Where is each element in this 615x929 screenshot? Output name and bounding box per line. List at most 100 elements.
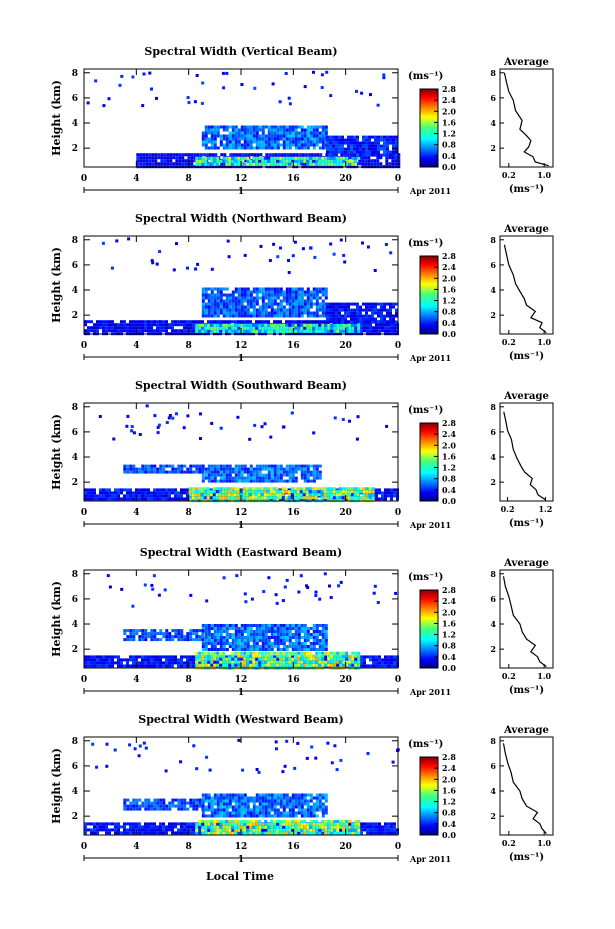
- heatmap-cell: [148, 162, 152, 166]
- heatmap-cell: [245, 496, 249, 500]
- heatmap-cell: [318, 287, 322, 291]
- heatmap-cell: [210, 146, 214, 150]
- heatmap-cell: [141, 497, 144, 501]
- heatmap-cell: [276, 648, 280, 651]
- heatmap-cell: [237, 159, 241, 163]
- heatmap-cell: [377, 150, 380, 154]
- heatmap-cell: [326, 311, 329, 315]
- heatmap-cell: [324, 633, 328, 636]
- heatmap-cell: [338, 311, 341, 315]
- heatmap-cell: [198, 464, 202, 468]
- heatmap-cell: [335, 147, 338, 151]
- heatmap-cell: [267, 642, 271, 645]
- heatmap-cell: [108, 326, 111, 330]
- heatmap-cell: [320, 496, 324, 500]
- heatmap-cell: [380, 138, 383, 142]
- heatmap-cell: [281, 490, 285, 494]
- heatmap-cell: [228, 464, 232, 468]
- heatmap-cell: [285, 143, 289, 147]
- heatmap-cell: [96, 326, 99, 330]
- heatmap-cell: [338, 138, 341, 142]
- heatmap-cell: [312, 624, 316, 627]
- heatmap-cell: [276, 290, 280, 294]
- heatmap-cell: [343, 260, 347, 264]
- heatmap-cell: [381, 323, 384, 327]
- heatmap-cell: [357, 657, 361, 661]
- heatmap-cell: [207, 470, 211, 474]
- heatmap-cell: [231, 329, 235, 333]
- heatmap-cell: [392, 150, 395, 154]
- heatmap-cell: [327, 329, 331, 333]
- heatmap-cell: [246, 654, 250, 658]
- heatmap-cell: [355, 89, 358, 93]
- heatmap-cell: [379, 156, 383, 160]
- heatmap-cell: [216, 156, 220, 160]
- heatmap-cell: [389, 153, 392, 157]
- heatmap-cell: [279, 467, 283, 471]
- heatmap-cell: [333, 326, 337, 330]
- heatmap-cell: [332, 317, 335, 321]
- heatmap-cell: [231, 314, 235, 318]
- heatmap-cell: [365, 141, 368, 145]
- heatmap-cell: [213, 296, 217, 300]
- heatmap-cell: [374, 320, 377, 324]
- heatmap-cell: [218, 487, 222, 491]
- heatmap-cell: [84, 822, 87, 826]
- heatmap-cell: [344, 153, 347, 157]
- heatmap-cell: [252, 134, 256, 138]
- heatmap-cell: [344, 314, 347, 318]
- heatmap-cell: [324, 627, 328, 630]
- heatmap-cell: [210, 137, 214, 141]
- heatmap-cell: [368, 138, 371, 142]
- heatmap-cell: [159, 661, 162, 665]
- heatmap-cell: [207, 320, 210, 324]
- heatmap-cell: [117, 329, 120, 333]
- heatmap-cell: [84, 655, 87, 659]
- heatmap-cell: [375, 655, 378, 659]
- heatmap-cell: [296, 496, 300, 500]
- heatmap-cell: [285, 296, 289, 300]
- heatmap-cell: [240, 137, 244, 141]
- heatmap-cell: [186, 326, 189, 330]
- heatmap-cell: [285, 140, 289, 144]
- heatmap-cell: [249, 624, 253, 627]
- heatmap-cell: [237, 633, 241, 636]
- heatmap-cell: [141, 664, 144, 668]
- heatmap-cell: [171, 658, 174, 662]
- heatmap-cell: [231, 654, 235, 658]
- heatmap-cell: [267, 290, 271, 294]
- heatmap-cell: [285, 657, 289, 661]
- heatmap-cell: [246, 624, 250, 627]
- heatmap-cell: [145, 156, 149, 160]
- heatmap-cell: [233, 493, 237, 497]
- heatmap-cell: [315, 137, 319, 141]
- heatmap-cell: [177, 323, 180, 327]
- heatmap-cell: [183, 320, 186, 324]
- heatmap-cell: [96, 329, 99, 333]
- heatmap-cell: [219, 426, 223, 430]
- heatmap-cell: [222, 329, 226, 333]
- heatmap-cell: [264, 651, 268, 655]
- heatmap-cell: [222, 156, 226, 160]
- heatmap-cell: [389, 320, 392, 324]
- heatmap-cell: [270, 311, 274, 315]
- heatmap-cell: [114, 494, 117, 498]
- heatmap-cell: [303, 660, 307, 664]
- heatmap-cell: [312, 156, 316, 160]
- heatmap-cell: [360, 655, 363, 659]
- heatmap-cell: [309, 651, 313, 655]
- heatmap-cell: [376, 159, 380, 163]
- heatmap-cell: [333, 159, 337, 163]
- heatmap-cell: [210, 624, 214, 627]
- heatmap-cell: [345, 663, 349, 667]
- day-label: 1: [238, 521, 244, 531]
- heatmap-cell: [291, 464, 295, 468]
- heatmap-cell: [162, 822, 165, 826]
- heatmap-cell: [315, 654, 319, 658]
- heatmap-cell: [306, 464, 310, 468]
- heatmap-cell: [261, 290, 265, 294]
- heatmap-cell: [271, 153, 275, 157]
- heatmap-cell: [201, 143, 205, 147]
- heatmap-cell: [142, 159, 146, 163]
- heatmap-cell: [303, 146, 307, 150]
